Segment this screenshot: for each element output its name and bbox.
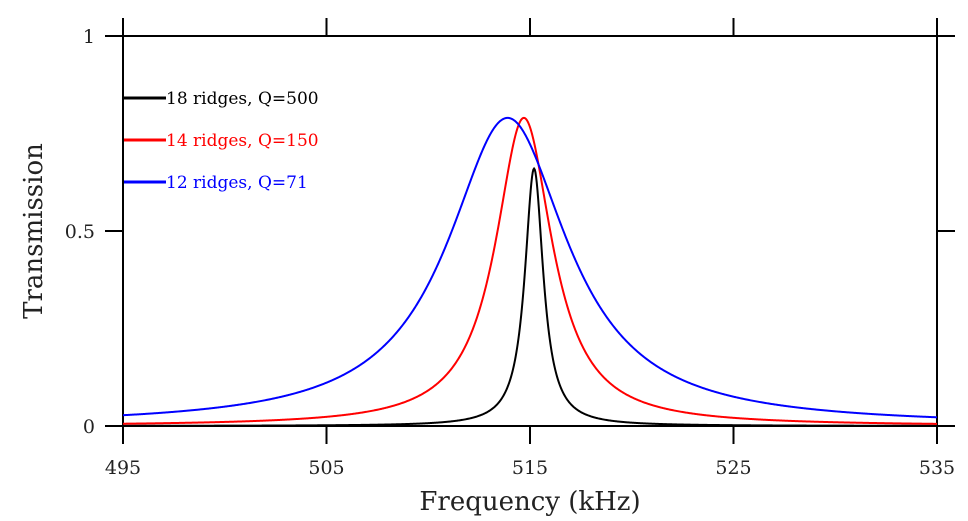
y-tick-label: 0 — [83, 416, 95, 438]
series-line-3 — [122, 116, 938, 419]
series-line-1 — [123, 166, 937, 427]
y-tick-label: 0.5 — [65, 221, 95, 243]
x-tick-label: 535 — [919, 457, 955, 479]
x-tick-label: 525 — [715, 457, 751, 479]
legend: 18 ridges, Q=500 14 ridges, Q=150 12 ridge… — [124, 89, 319, 193]
series-line-2 — [122, 116, 937, 425]
y-axis-title: Transmission — [19, 143, 49, 319]
series-layer — [122, 116, 938, 427]
legend-label-1: 18 ridges, Q=500 — [166, 89, 319, 109]
y-tick-label: 1 — [83, 26, 95, 48]
legend-label-2: 14 ridges, Q=150 — [166, 131, 319, 151]
x-tick-label: 515 — [512, 457, 548, 479]
legend-label-3: 12 ridges, Q=71 — [166, 173, 308, 193]
x-tick-label: 495 — [105, 457, 141, 479]
ticks-layer: 495 505 515 525 535 0 0.5 1 — [65, 18, 955, 479]
x-axis-title: Frequency (kHz) — [419, 487, 640, 517]
x-tick-label: 505 — [308, 457, 344, 479]
